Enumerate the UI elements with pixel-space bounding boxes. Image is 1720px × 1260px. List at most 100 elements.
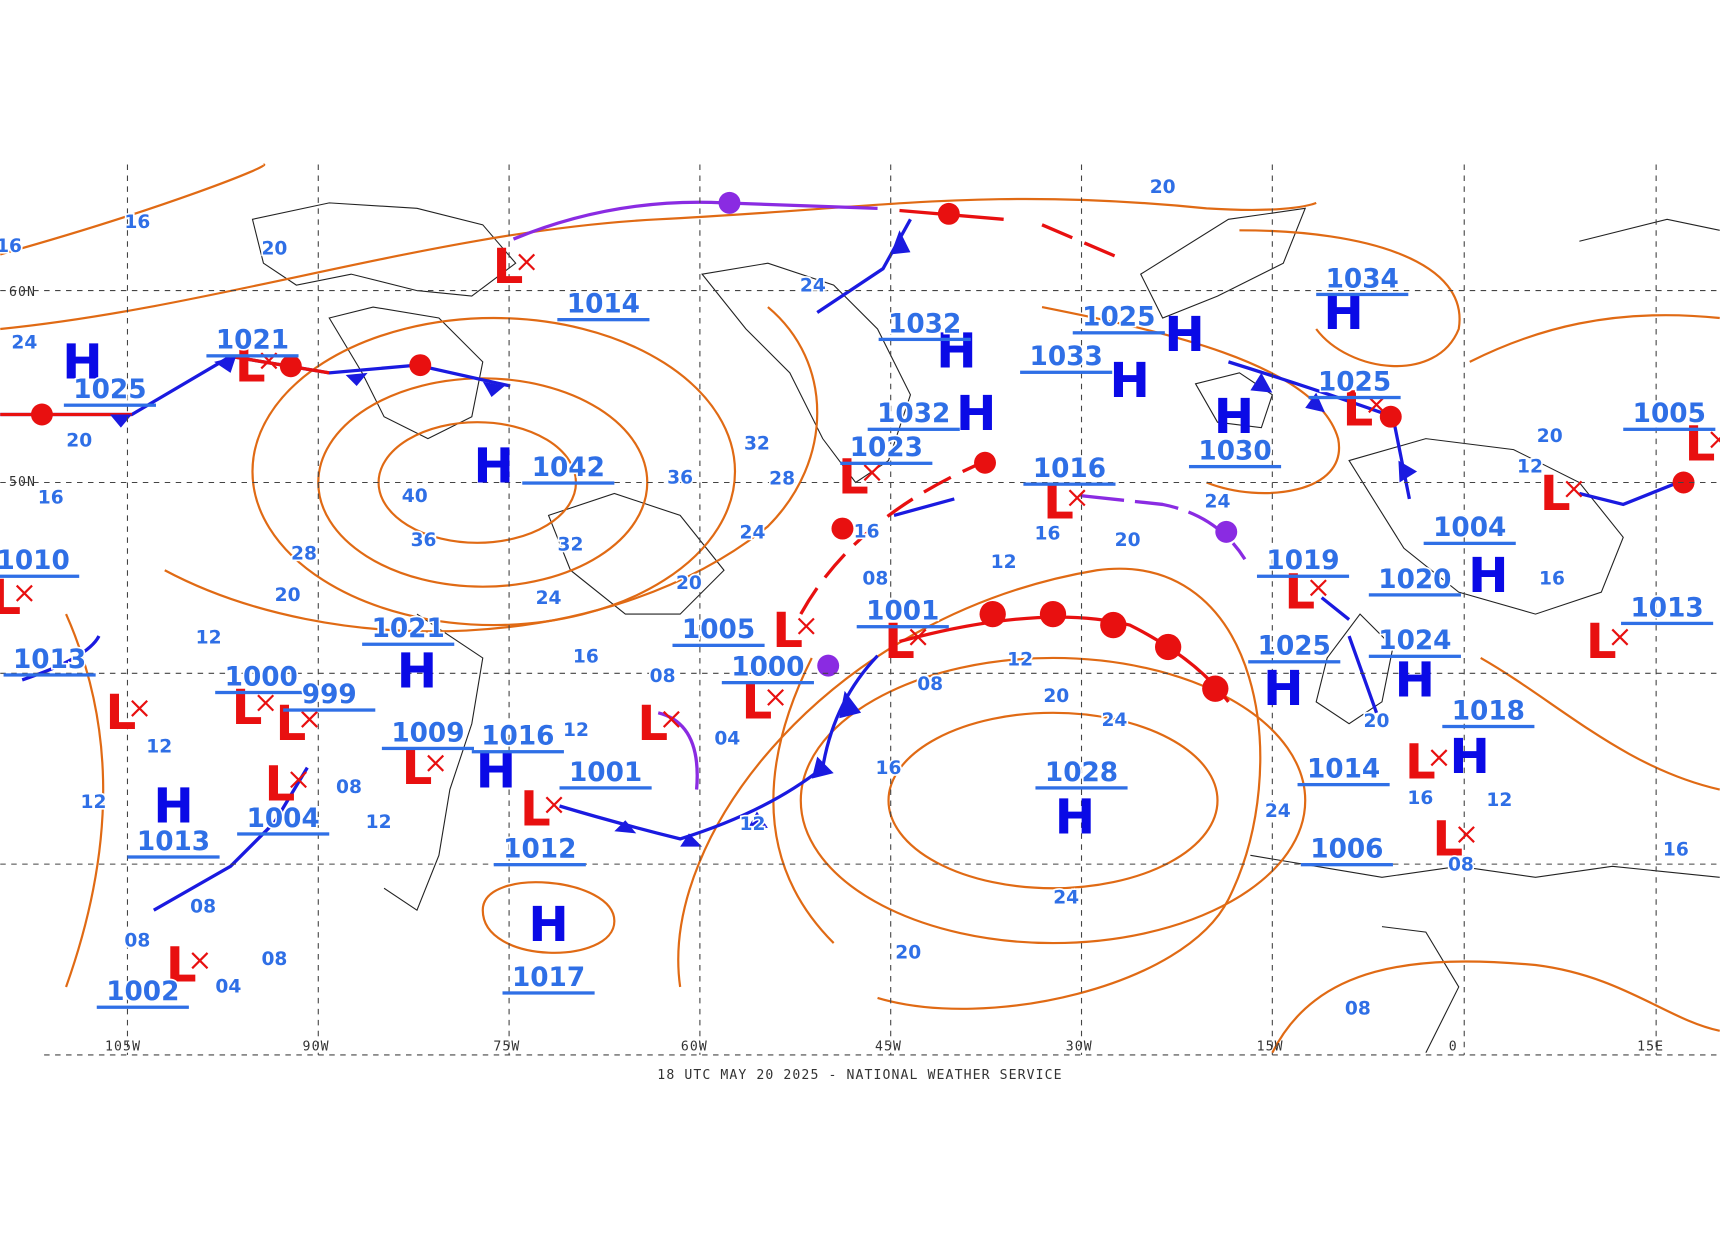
pressure-underline bbox=[1023, 482, 1116, 486]
isobar-label: 16 bbox=[854, 521, 880, 542]
pressure-underline bbox=[283, 708, 376, 712]
pressure-underline bbox=[362, 642, 455, 646]
pressure-underline bbox=[1300, 863, 1393, 867]
low-letter: L bbox=[520, 782, 551, 838]
pressure-underline bbox=[0, 574, 80, 578]
pressure-label: 1024 bbox=[1378, 626, 1451, 656]
pressure-underline bbox=[1316, 292, 1409, 297]
isobar-label: 16 bbox=[1407, 788, 1433, 809]
isobar-label: 08 bbox=[1448, 855, 1474, 876]
isobar-label: 24 bbox=[536, 588, 562, 609]
high-letter: H bbox=[1263, 661, 1303, 717]
low-letter: L bbox=[884, 614, 915, 670]
pressure-underline bbox=[1423, 541, 1516, 546]
pressure-underline bbox=[206, 354, 299, 358]
pressure-underline bbox=[840, 461, 933, 465]
isobar-label: 24 bbox=[1053, 888, 1079, 909]
isobar-label: 28 bbox=[769, 469, 795, 490]
pressure-label: 1025 bbox=[73, 375, 146, 405]
isobar-label: 20 bbox=[676, 573, 702, 594]
isobar-label: 16 bbox=[38, 487, 64, 508]
pressure-label: 1013 bbox=[137, 827, 210, 857]
pressure-label: 1005 bbox=[1633, 399, 1706, 429]
isobar-label: 24 bbox=[800, 276, 826, 297]
graticule: 105W 90W 75W 60W 45W 30W 15W 0 15E 60N 50N bbox=[0, 164, 1720, 1056]
pressure-underline bbox=[1020, 370, 1113, 374]
pressure-label: 1010 bbox=[0, 546, 70, 576]
isobar-label: 16 bbox=[876, 758, 902, 779]
isobar-label: 16 bbox=[0, 236, 22, 257]
isobar-label: 12 bbox=[740, 814, 766, 835]
high-letter: H bbox=[62, 334, 102, 390]
low-marker bbox=[1565, 480, 1583, 498]
pressure-underline bbox=[1297, 782, 1390, 787]
isobar-label: 12 bbox=[1517, 457, 1543, 478]
pressure-underline bbox=[1308, 395, 1401, 400]
low-letter: L bbox=[232, 680, 263, 736]
high-letter: H bbox=[153, 778, 193, 834]
pressure-underline bbox=[1072, 331, 1165, 335]
pressure-underline bbox=[672, 643, 765, 647]
pressure-label: 1025 bbox=[1258, 632, 1331, 662]
pressure-underline bbox=[721, 680, 814, 685]
low-marker bbox=[427, 754, 445, 772]
pressure-label: 1021 bbox=[216, 326, 289, 356]
isobar-label: 36 bbox=[667, 468, 693, 489]
low-marker bbox=[301, 710, 318, 728]
isobar-label: 20 bbox=[1364, 711, 1390, 732]
pressure-label: 1016 bbox=[481, 722, 554, 752]
pressure-label: 1033 bbox=[1030, 342, 1103, 372]
longitude-label: 15W bbox=[1257, 1040, 1284, 1055]
high-letter: H bbox=[1110, 353, 1150, 409]
low-marker bbox=[1368, 396, 1385, 414]
isobar-label: 20 bbox=[1115, 530, 1141, 551]
pressure-underline bbox=[493, 863, 586, 867]
low-letter: L bbox=[838, 449, 869, 505]
low-marker bbox=[191, 952, 209, 970]
isobar-label: 20 bbox=[895, 942, 921, 963]
low-letter: L bbox=[106, 685, 137, 741]
isobar-label: 04 bbox=[714, 729, 740, 750]
high-letter: H bbox=[474, 439, 514, 495]
low-letter: L bbox=[235, 338, 266, 394]
low-marker bbox=[909, 628, 927, 646]
pressure-underline bbox=[1368, 593, 1461, 597]
high-letter: H bbox=[1395, 652, 1435, 708]
pressure-label: 1005 bbox=[682, 615, 755, 645]
pressure-label: 1034 bbox=[1326, 264, 1399, 294]
low-letter: L bbox=[1540, 466, 1571, 522]
isobar-label: 12 bbox=[1007, 650, 1033, 671]
pressure-label: 1020 bbox=[1378, 565, 1451, 595]
low-marker bbox=[797, 617, 815, 635]
low-marker bbox=[1309, 579, 1327, 597]
isobar-label: 08 bbox=[1345, 998, 1371, 1019]
isobar-label: 16 bbox=[573, 646, 599, 667]
pressure-underline bbox=[1368, 654, 1461, 658]
pressure-label: 1023 bbox=[850, 433, 923, 463]
fronts bbox=[0, 191, 1695, 912]
longitude-label: 45W bbox=[875, 1040, 902, 1055]
pressure-underline bbox=[557, 318, 650, 322]
isobar-label: 08 bbox=[917, 674, 943, 695]
isobar-label: 08 bbox=[336, 777, 362, 798]
low-marker bbox=[1457, 826, 1475, 843]
isobar-label: 20 bbox=[1043, 686, 1069, 707]
pressure-label: 1030 bbox=[1198, 436, 1271, 466]
isobar-label: 16 bbox=[1539, 568, 1565, 589]
pressure-label: 1014 bbox=[567, 290, 640, 320]
pressure-label: 1009 bbox=[391, 718, 464, 748]
low-letter: L bbox=[1405, 735, 1436, 791]
isobar-label: 24 bbox=[1205, 492, 1231, 513]
pressure-label: 1000 bbox=[731, 653, 804, 683]
low-marker bbox=[662, 710, 680, 728]
low-marker bbox=[131, 699, 148, 717]
latitude-label: 50N bbox=[9, 475, 36, 490]
high-letter: H bbox=[936, 323, 976, 379]
pressure-underline bbox=[867, 427, 960, 431]
pressure-label: 1019 bbox=[1266, 546, 1339, 576]
isobar-label: 12 bbox=[81, 792, 107, 813]
pressure-underline bbox=[502, 991, 595, 995]
low-letter: L bbox=[637, 696, 668, 752]
